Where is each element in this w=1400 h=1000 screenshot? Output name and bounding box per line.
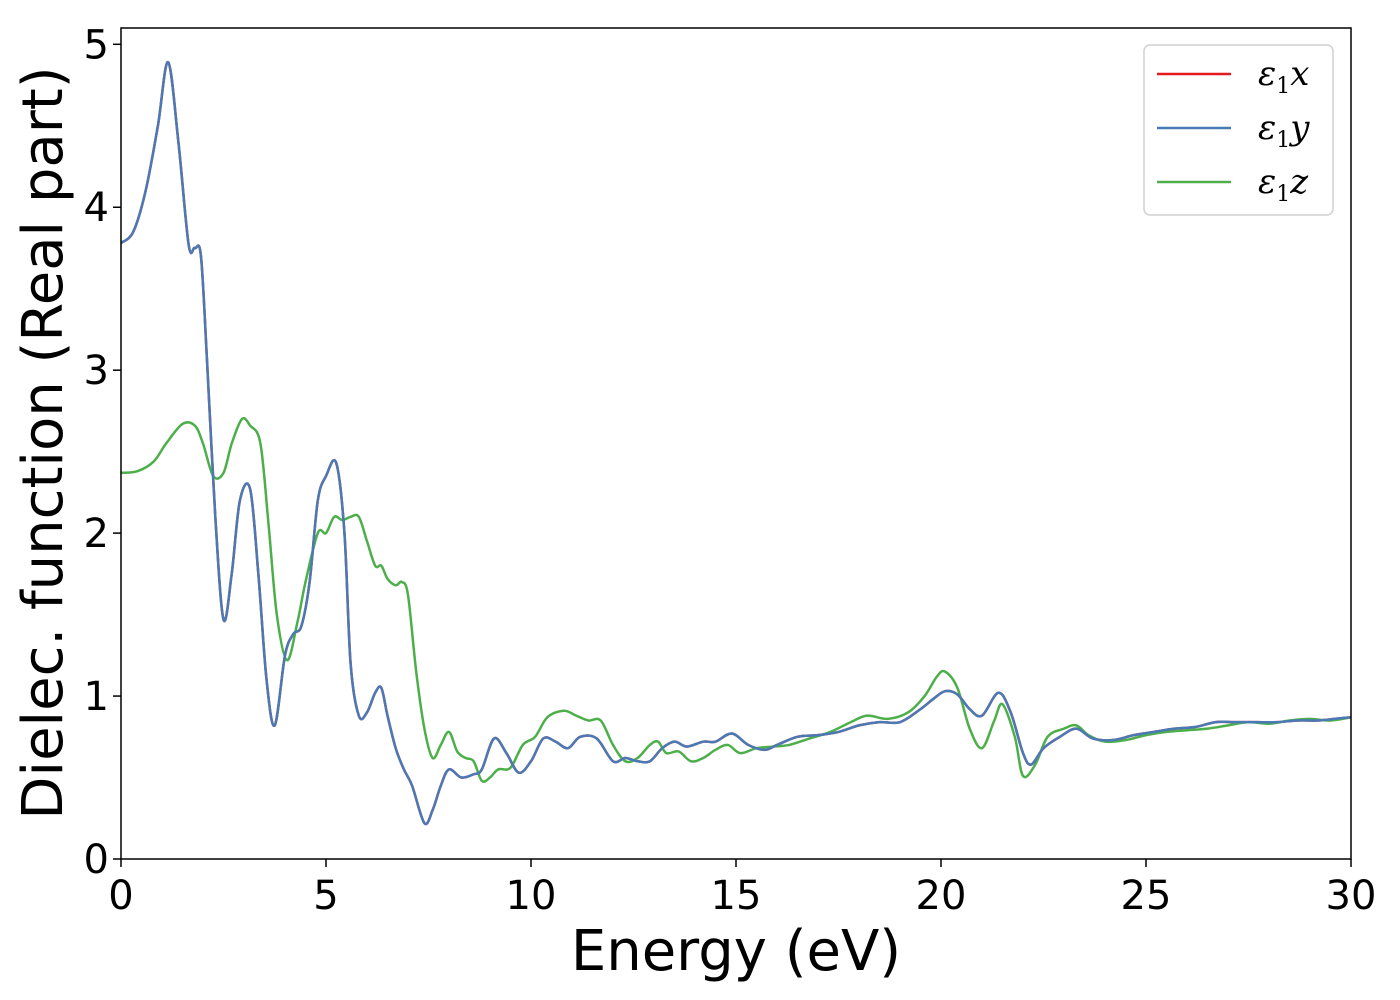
legend-variable: x	[1290, 54, 1309, 94]
y-tick-label: 2	[84, 511, 109, 557]
series-layer	[121, 60, 1351, 826]
x-axis-title: Energy (eV)	[571, 919, 901, 984]
x-tick-label: 20	[916, 873, 967, 919]
legend-symbol: ε	[1258, 162, 1276, 202]
legend-symbol: ε	[1258, 108, 1276, 148]
legend-subscript: 1	[1276, 74, 1290, 99]
legend-label-x: ε1x	[1258, 54, 1309, 99]
y-tick-label: 5	[84, 22, 109, 68]
legend-frame	[1143, 44, 1334, 216]
legend-variable: y	[1288, 108, 1310, 148]
legend-label-y: ε1y	[1258, 108, 1310, 153]
x-tick-label: 15	[711, 873, 762, 919]
y-tick-label: 1	[84, 674, 109, 720]
y-tick-label: 4	[84, 185, 109, 231]
series-line-y	[121, 60, 1351, 826]
legend-variable: z	[1289, 162, 1309, 202]
y-tick-label: 0	[84, 837, 109, 883]
x-tick-label: 0	[108, 873, 133, 919]
x-tick-label: 25	[1121, 873, 1172, 919]
legend-subscript: 1	[1276, 128, 1290, 153]
legend-label-z: ε1z	[1258, 162, 1309, 207]
y-axis-ticks: 0 1 2 3 4 5	[84, 22, 121, 883]
x-tick-label: 10	[506, 873, 557, 919]
series-line-z	[121, 416, 1351, 783]
y-tick-label: 3	[84, 348, 109, 394]
x-tick-label: 5	[313, 873, 338, 919]
legend-subscript: 1	[1276, 182, 1290, 207]
x-axis-ticks: 0 5 10 15 20 25 30	[108, 859, 1376, 919]
y-axis-title: Dielec. function (Real part)	[11, 66, 76, 819]
legend-symbol: ε	[1258, 54, 1276, 94]
x-tick-label: 30	[1326, 873, 1377, 919]
